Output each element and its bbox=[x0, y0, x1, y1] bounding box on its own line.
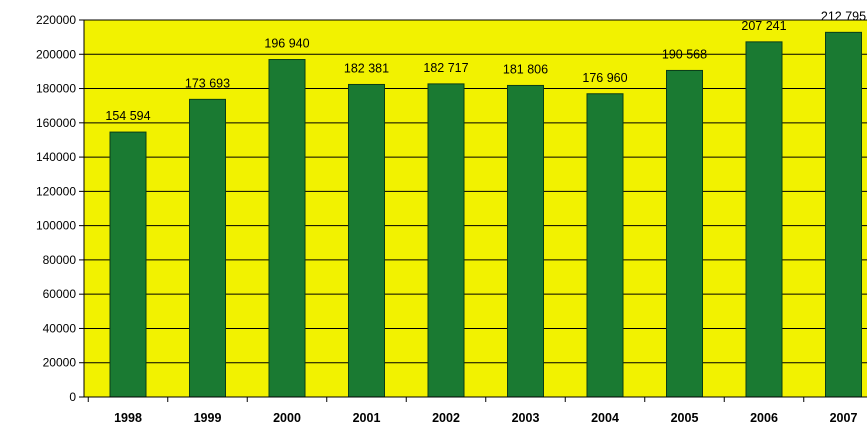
x-tick-label-2000: 2000 bbox=[273, 411, 301, 425]
data-label-2003: 181 806 bbox=[503, 62, 548, 76]
data-label-2005: 190 568 bbox=[662, 47, 707, 61]
x-tick-label-2006: 2006 bbox=[750, 411, 778, 425]
data-label-2004: 176 960 bbox=[582, 71, 627, 85]
y-tick-label: 0 bbox=[69, 390, 76, 404]
y-tick-label: 40000 bbox=[43, 321, 77, 335]
y-tick-label: 200000 bbox=[36, 47, 76, 61]
x-tick-label-2001: 2001 bbox=[353, 411, 381, 425]
x-tick-label-1998: 1998 bbox=[114, 411, 142, 425]
data-label-1998: 154 594 bbox=[105, 109, 150, 123]
x-tick-label-2002: 2002 bbox=[432, 411, 460, 425]
y-tick-label: 220000 bbox=[36, 13, 76, 27]
bar-2005 bbox=[666, 69, 703, 398]
y-tick-label: 80000 bbox=[43, 253, 77, 267]
y-tick-label: 140000 bbox=[36, 150, 76, 164]
bars bbox=[109, 31, 862, 398]
bar-2004 bbox=[586, 93, 624, 398]
data-label-2000: 196 940 bbox=[264, 37, 309, 51]
data-label-2002: 182 717 bbox=[423, 61, 468, 75]
bar-2002 bbox=[427, 83, 465, 398]
bar-1998 bbox=[109, 131, 147, 398]
bar-2006 bbox=[745, 41, 783, 398]
x-tick-label-2007: 2007 bbox=[830, 411, 858, 425]
x-tick-label-2005: 2005 bbox=[671, 411, 699, 425]
y-tick-label: 160000 bbox=[36, 116, 76, 130]
y-tick-label: 180000 bbox=[36, 82, 76, 96]
bar-2007 bbox=[825, 31, 862, 398]
x-tick-label-2004: 2004 bbox=[591, 411, 619, 425]
x-tick-label-2003: 2003 bbox=[512, 411, 540, 425]
data-labels: 154 594 173 693 196 940 182 381 182 717 181 8… bbox=[105, 9, 866, 123]
bar-2000 bbox=[268, 59, 306, 398]
data-label-1999: 173 693 bbox=[185, 76, 230, 90]
data-label-2007: 212 795 bbox=[821, 9, 866, 23]
bar-2003 bbox=[507, 84, 544, 398]
x-axis: 1998 1999 2000 2001 2002 2003 2004 2005 2006 2007 bbox=[84, 396, 867, 425]
data-label-2001: 182 381 bbox=[344, 61, 389, 75]
y-tick-label: 60000 bbox=[43, 287, 77, 301]
data-label-2006: 207 241 bbox=[741, 19, 786, 33]
x-tick-label-1999: 1999 bbox=[194, 411, 222, 425]
y-tick-label: 100000 bbox=[36, 219, 76, 233]
y-axis: 0 20000 40000 60000 80000 100000 120000 140000 1… bbox=[36, 13, 85, 404]
bar-2001 bbox=[348, 83, 385, 398]
bar-1999 bbox=[189, 98, 226, 398]
y-tick-label: 20000 bbox=[43, 356, 77, 370]
y-tick-label: 120000 bbox=[36, 184, 76, 198]
